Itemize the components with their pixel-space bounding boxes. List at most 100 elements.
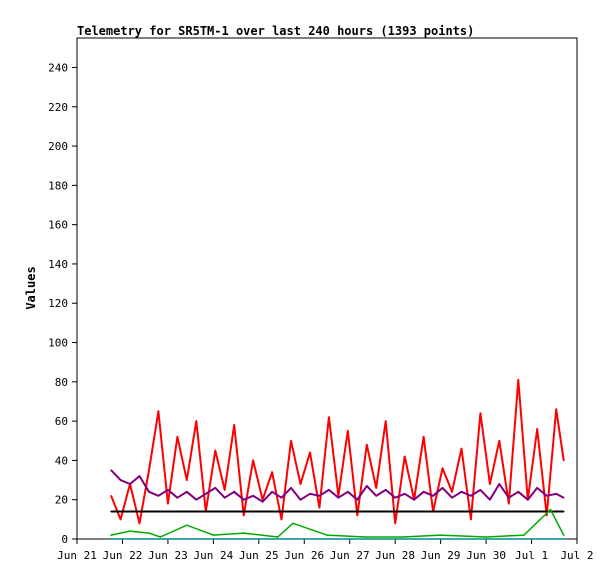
data-point [186, 479, 188, 481]
data-point [176, 436, 179, 438]
data-point [562, 538, 565, 540]
y-tick-label: 160 [48, 219, 68, 232]
data-point [167, 502, 169, 505]
data-point [401, 536, 404, 538]
y-tick-label: 60 [55, 415, 68, 428]
data-point [290, 487, 292, 489]
data-point [526, 498, 529, 501]
data-point [545, 514, 548, 517]
data-point [214, 449, 217, 452]
data-point [110, 534, 112, 536]
data-point [276, 536, 279, 538]
data-point [422, 436, 425, 438]
data-point [110, 510, 112, 513]
data-point [119, 479, 122, 481]
data-point [498, 483, 501, 485]
data-point [536, 428, 539, 430]
data-point [460, 447, 463, 450]
y-tick-label: 120 [48, 297, 68, 310]
data-point [110, 494, 112, 497]
data-point [299, 498, 302, 501]
data-point [138, 522, 141, 525]
data-point [545, 494, 548, 497]
data-point [555, 493, 557, 495]
data-point [318, 506, 321, 509]
data-point [290, 439, 292, 442]
x-tick-label: Jun 21 [57, 549, 97, 562]
data-point [167, 489, 169, 491]
x-tick-label: Jul 2 [560, 549, 593, 562]
data-point [517, 491, 520, 493]
data-point [186, 491, 188, 493]
data-point [517, 379, 520, 381]
data-point [523, 534, 525, 536]
y-tick-label: 0 [61, 533, 68, 546]
data-point [479, 489, 482, 491]
data-point [356, 498, 359, 501]
series-layer [110, 378, 565, 540]
x-tick-label: Jun 25 [239, 549, 279, 562]
data-point [508, 502, 510, 505]
data-point [119, 518, 122, 521]
data-point [280, 496, 283, 499]
data-point [252, 459, 254, 462]
data-point [451, 491, 453, 493]
data-point [195, 498, 198, 501]
data-point [441, 467, 444, 470]
x-tick-label: Jun 24 [193, 549, 233, 562]
data-point [204, 493, 207, 495]
data-point [110, 538, 112, 540]
data-point [223, 489, 226, 491]
data-point [562, 496, 565, 499]
data-point [422, 491, 425, 493]
data-point [195, 420, 198, 422]
data-point [337, 496, 340, 499]
y-axis: 0 20 40 60 80 100 120 140 160 180 200 220 240 [48, 61, 77, 546]
y-tick-label: 180 [48, 179, 68, 192]
data-point [176, 496, 179, 499]
x-axis: Jun 21 Jun 22 Jun 23 Jun 24 Jun 25 Jun 26 Jun … [57, 539, 594, 562]
data-point [261, 500, 264, 503]
data-point [347, 491, 349, 493]
data-point [394, 522, 396, 525]
x-tick-label: Jun 30 [466, 549, 506, 562]
y-tick-label: 220 [48, 101, 68, 114]
data-point [309, 493, 311, 495]
data-point [242, 498, 245, 501]
data-point [479, 412, 482, 415]
data-point [280, 518, 283, 521]
data-point [451, 496, 453, 499]
data-point [242, 532, 245, 534]
data-point [375, 494, 378, 497]
y-tick-label: 200 [48, 140, 68, 153]
y-tick-label: 80 [55, 376, 68, 389]
y-axis-label: Values [24, 266, 38, 309]
data-point [129, 530, 131, 532]
x-tick-label: Jul 1 [515, 549, 548, 562]
y-tick-label: 140 [48, 258, 68, 271]
data-point [271, 491, 273, 493]
data-point [470, 518, 472, 521]
data-point [432, 494, 434, 497]
data-point [489, 498, 491, 501]
data-point [148, 469, 150, 472]
data-point [489, 483, 491, 485]
data-point [365, 485, 368, 487]
data-point [214, 487, 217, 489]
data-point [364, 536, 366, 538]
data-point [384, 420, 387, 422]
data-point [233, 491, 235, 493]
data-point [159, 536, 162, 538]
data-point [186, 524, 188, 527]
data-point [508, 496, 510, 499]
data-point [138, 475, 141, 477]
data-point [157, 494, 160, 497]
data-point [318, 494, 321, 497]
data-point [148, 491, 150, 493]
data-point [439, 534, 442, 536]
data-point [157, 410, 160, 413]
data-point [441, 487, 444, 489]
data-point [562, 510, 565, 513]
data-point [365, 443, 368, 446]
data-point [292, 522, 294, 525]
